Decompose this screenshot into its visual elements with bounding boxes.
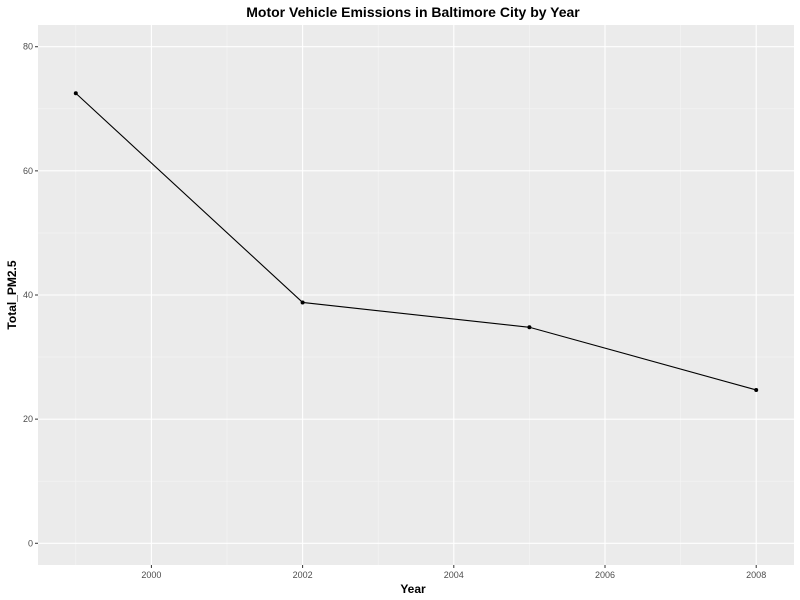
data-point xyxy=(527,325,532,330)
x-axis-ticks: 2000 2002 2004 2006 2008 xyxy=(141,565,766,580)
x-tick-label: 2000 xyxy=(141,570,161,580)
major-gridlines xyxy=(38,25,794,565)
y-tick-label: 60 xyxy=(23,166,33,176)
y-axis-ticks: 0 20 40 60 80 xyxy=(23,42,38,548)
x-tick-label: 2008 xyxy=(746,570,766,580)
data-point xyxy=(754,387,759,392)
x-tick-label: 2002 xyxy=(293,570,313,580)
series-line xyxy=(75,92,757,391)
data-point xyxy=(73,91,78,96)
x-axis-title: Year xyxy=(400,582,426,596)
y-tick-label: 20 xyxy=(23,414,33,424)
x-tick-label: 2004 xyxy=(444,570,464,580)
series-layer xyxy=(73,91,759,392)
y-tick-label: 0 xyxy=(28,538,33,548)
data-point xyxy=(300,300,305,305)
chart-title: Motor Vehicle Emissions in Baltimore Cit… xyxy=(246,4,580,20)
y-axis-title: Total_PM2.5 xyxy=(5,260,19,329)
x-tick-label: 2006 xyxy=(595,570,615,580)
y-tick-label: 80 xyxy=(23,42,33,52)
y-tick-label: 40 xyxy=(23,290,33,300)
